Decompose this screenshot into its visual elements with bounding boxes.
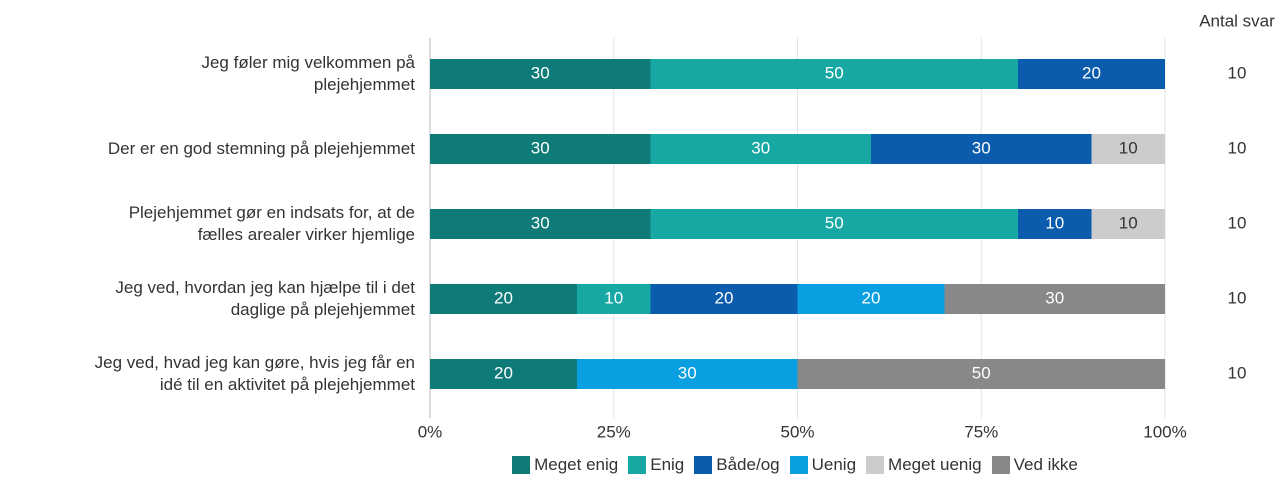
bar-segment <box>871 134 1092 164</box>
legend-swatch <box>991 456 1010 474</box>
legend-item: Meget enig <box>512 455 618 475</box>
legend-swatch <box>866 456 885 474</box>
count-value: 10 <box>1228 288 1247 307</box>
legend-swatch <box>789 456 808 474</box>
category-label: Jeg ved, hvad jeg kan gøre, hvis jeg får… <box>94 353 415 394</box>
x-tick-label: 25% <box>597 422 631 441</box>
legend-label: Både/og <box>716 455 780 474</box>
legend-label: Uenig <box>811 455 857 474</box>
legend-swatch <box>694 456 713 474</box>
bar-segment <box>650 59 1018 89</box>
category-label: Jeg ved, hvordan jeg kan hjælpe til i de… <box>115 278 415 319</box>
bar-segment <box>1018 59 1165 89</box>
data-label: 30 <box>531 213 550 232</box>
count-value: 10 <box>1228 63 1247 82</box>
data-label: 50 <box>825 63 844 82</box>
x-tick-label: 100% <box>1143 422 1186 441</box>
legend-item: Enig <box>628 455 684 475</box>
bar-segment <box>944 284 1165 314</box>
legend-item: Uenig <box>789 455 857 475</box>
data-label: 10 <box>1119 213 1138 232</box>
legend-item: Både/og <box>694 455 780 475</box>
data-label: 50 <box>972 363 991 382</box>
legend-label: Meget uenig <box>888 455 982 474</box>
bar-segment <box>650 209 1018 239</box>
data-label: 10 <box>1045 213 1064 232</box>
data-label: 20 <box>494 288 513 307</box>
bar-segment <box>797 284 945 314</box>
bar-segment <box>430 134 651 164</box>
category-label: Der er en god stemning på plejehjemmet <box>107 139 415 158</box>
x-tick-label: 50% <box>780 422 814 441</box>
x-tick-label: 0% <box>418 422 443 441</box>
bar-segment <box>1091 209 1165 239</box>
bar-segment <box>577 284 651 314</box>
data-label: 10 <box>604 288 623 307</box>
bar-segment <box>1091 134 1165 164</box>
data-label: 30 <box>531 63 550 82</box>
data-label: 30 <box>972 138 991 157</box>
legend-item: Ved ikke <box>991 455 1078 475</box>
category-label: Jeg føler mig velkommen på plejehjemmet <box>201 53 415 94</box>
data-label: 50 <box>825 213 844 232</box>
data-label: 30 <box>531 138 550 157</box>
count-value: 10 <box>1228 138 1247 157</box>
bar-segment <box>430 59 651 89</box>
data-label: 30 <box>751 138 770 157</box>
legend-label: Meget enig <box>534 455 619 474</box>
bar-segment <box>430 209 651 239</box>
data-label: 30 <box>678 363 697 382</box>
bar-segment <box>430 359 577 389</box>
legend-label: Ved ikke <box>1013 455 1078 474</box>
legend-label: Enig <box>650 455 685 474</box>
data-label: 10 <box>1119 138 1138 157</box>
bar-segment <box>577 359 798 389</box>
counts-title: Antal svar <box>1199 11 1275 30</box>
category-label: Plejehjemmet gør en indsats for, at de f… <box>128 203 415 244</box>
bar-segment <box>650 134 871 164</box>
data-label: 20 <box>1082 63 1101 82</box>
bar-segment <box>650 284 798 314</box>
legend-swatch <box>512 456 531 474</box>
count-value: 10 <box>1228 213 1247 232</box>
data-label: 20 <box>715 288 734 307</box>
legend: Meget enig Enig Både/og Uenig Meget uenig Ved… <box>400 455 1190 475</box>
bar-segment <box>1018 209 1092 239</box>
count-value: 10 <box>1228 363 1247 382</box>
x-tick-label: 75% <box>964 422 998 441</box>
legend-item: Meget uenig <box>866 455 982 475</box>
legend-swatch <box>628 456 647 474</box>
bar-segment <box>797 359 1165 389</box>
data-label: 30 <box>1045 288 1064 307</box>
data-label: 20 <box>494 363 513 382</box>
bar-segment <box>430 284 577 314</box>
data-label: 20 <box>862 288 881 307</box>
